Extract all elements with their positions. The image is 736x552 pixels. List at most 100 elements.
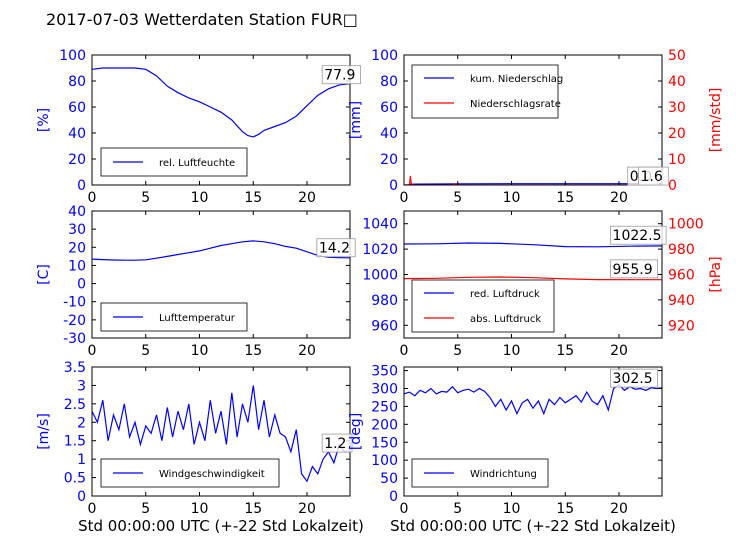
x-axis-label: Std 00:00:00 UTC (+-22 Std Lokalzeit): [390, 517, 676, 535]
x-tick-label: 15: [556, 343, 574, 359]
y-tick-label: 80: [380, 74, 398, 90]
x-tick-label: 0: [400, 343, 409, 359]
annotation-label: 14.2: [319, 241, 350, 257]
x-tick-label: 10: [503, 190, 521, 206]
x-tick-label: 20: [298, 190, 316, 206]
x-tick-label: 20: [298, 501, 316, 517]
y-tick-label: 3: [77, 378, 86, 394]
y-right-axis-label: [hPa]: [708, 256, 724, 292]
x-tick-label: 10: [503, 501, 521, 517]
x-tick-label: 10: [503, 343, 521, 359]
y-tick-label: 150: [371, 435, 398, 451]
x-tick-label: 10: [191, 343, 209, 359]
y-axis-label: [%]: [36, 108, 52, 132]
y-tick-label: 300: [371, 382, 398, 398]
x-tick-label: 0: [88, 343, 97, 359]
y-tick-label: 3.5: [64, 360, 86, 376]
y-right-tick-label: 40: [668, 74, 686, 90]
legend-entry: Windrichtung: [470, 469, 537, 480]
series-line-0: [92, 67, 350, 138]
legend-entry: rel. Luftfeuchte: [159, 158, 235, 169]
x-tick-label: 5: [453, 343, 462, 359]
annotation-box: [610, 259, 658, 279]
x-tick-label: 0: [400, 501, 409, 517]
series-line-1: [404, 175, 662, 185]
x-tick-label: 0: [88, 190, 97, 206]
series-line-0: [92, 240, 350, 261]
x-tick-label: 5: [453, 501, 462, 517]
y-right-tick-label: 1000: [668, 217, 704, 233]
y-tick-label: 1040: [362, 217, 398, 233]
y-right-tick-label: 920: [668, 318, 695, 334]
annotation-box: [321, 433, 353, 453]
legend-entry: abs. Luftdruck: [470, 314, 541, 325]
x-tick-label: 5: [141, 343, 150, 359]
x-tick-label: 15: [556, 190, 574, 206]
legend-entry: Windgeschwindigkeit: [159, 469, 265, 480]
y-tick-label: 60: [380, 100, 398, 116]
y-tick-label: 960: [371, 318, 398, 334]
annotation-label: 955.9: [613, 262, 653, 278]
legend-box: [411, 64, 559, 119]
legend-entry: Niederschlagsrate: [470, 99, 561, 110]
y-tick-label: -30: [63, 331, 86, 347]
chart-humidity: 0 5 10 15 20 0 20 40 60 80 100 [%] 77.9 rel. Luftfeuc…: [36, 48, 362, 206]
y-right-tick-label: 960: [668, 268, 695, 284]
legend-entry: red. Luftdruck: [470, 289, 540, 300]
chart-temperature: 0 5 10 15 20 -30 -20 -10 0 10 20 30 40 [C] 14.2 Lufttem…: [36, 204, 356, 359]
x-tick-label: 20: [610, 190, 628, 206]
y-tick-label: 1000: [362, 268, 398, 284]
chart-pressure: 0 5 10 15 20 960 980 1000 1020 1040 920 940 960 980 10…: [362, 210, 724, 359]
axes-frame: [91, 366, 351, 497]
y-tick-label: 0: [389, 489, 398, 505]
annotation-label: 1022.5: [613, 228, 662, 244]
y-right-tick-label: 30: [668, 100, 686, 116]
x-tick-label: 15: [244, 501, 262, 517]
y-tick-label: 100: [371, 48, 398, 64]
y-right-axis-label: [mm/std]: [708, 88, 724, 153]
y-axis-label: [C]: [36, 264, 52, 285]
y-tick-label: -10: [63, 295, 86, 311]
y-tick-label: 200: [371, 417, 398, 433]
x-tick-label: 15: [244, 190, 262, 206]
y-axis-label: [m/s]: [36, 413, 52, 450]
series-line-0: [404, 242, 662, 248]
y-tick-label: 80: [68, 74, 86, 90]
annotation-label: 302.5: [613, 371, 653, 387]
x-tick-label: 15: [244, 343, 262, 359]
annotation-box: [610, 225, 667, 245]
axes-frame: [403, 54, 663, 186]
x-tick-label: 20: [610, 343, 628, 359]
axes-frame: [91, 210, 351, 339]
y-tick-label: 40: [380, 126, 398, 142]
y-tick-label: 980: [371, 293, 398, 309]
y-right-tick-label: 940: [668, 293, 695, 309]
annotation-box: [610, 368, 658, 388]
annotation-label: 77.9: [324, 68, 355, 84]
y-tick-label: -20: [63, 313, 86, 329]
y-tick-label: 0.5: [64, 471, 86, 487]
annotation-label: 1.2: [324, 436, 346, 452]
annotation-box: [321, 65, 362, 85]
axes-frame: [403, 366, 663, 497]
legend-box: [411, 279, 555, 333]
chart-precip: 0 5 10 15 20 0 20 40 60 80 100 0 10 20 30 40 50 [mm] [mm/s…: [348, 48, 724, 206]
y-tick-label: 20: [380, 152, 398, 168]
y-axis-label: [mm]: [348, 101, 364, 139]
x-tick-label: 0: [88, 501, 97, 517]
y-tick-label: 1020: [362, 242, 398, 258]
y-tick-label: 2: [77, 415, 86, 431]
y-tick-label: 350: [371, 364, 398, 380]
legend-entry: Lufttemperatur: [159, 313, 236, 324]
y-right-tick-label: 50: [668, 48, 686, 64]
figure-title: 2017-07-03 Wetterdaten Station FUR□: [46, 10, 358, 29]
y-right-tick-label: 20: [668, 126, 686, 142]
y-right-tick-label: 0: [668, 178, 677, 194]
y-tick-label: 0: [389, 178, 398, 194]
axes-frame: [91, 54, 351, 186]
series-line-0: [404, 384, 662, 416]
y-axis-label: [deg]: [348, 413, 364, 450]
annotation-box: [316, 238, 356, 258]
